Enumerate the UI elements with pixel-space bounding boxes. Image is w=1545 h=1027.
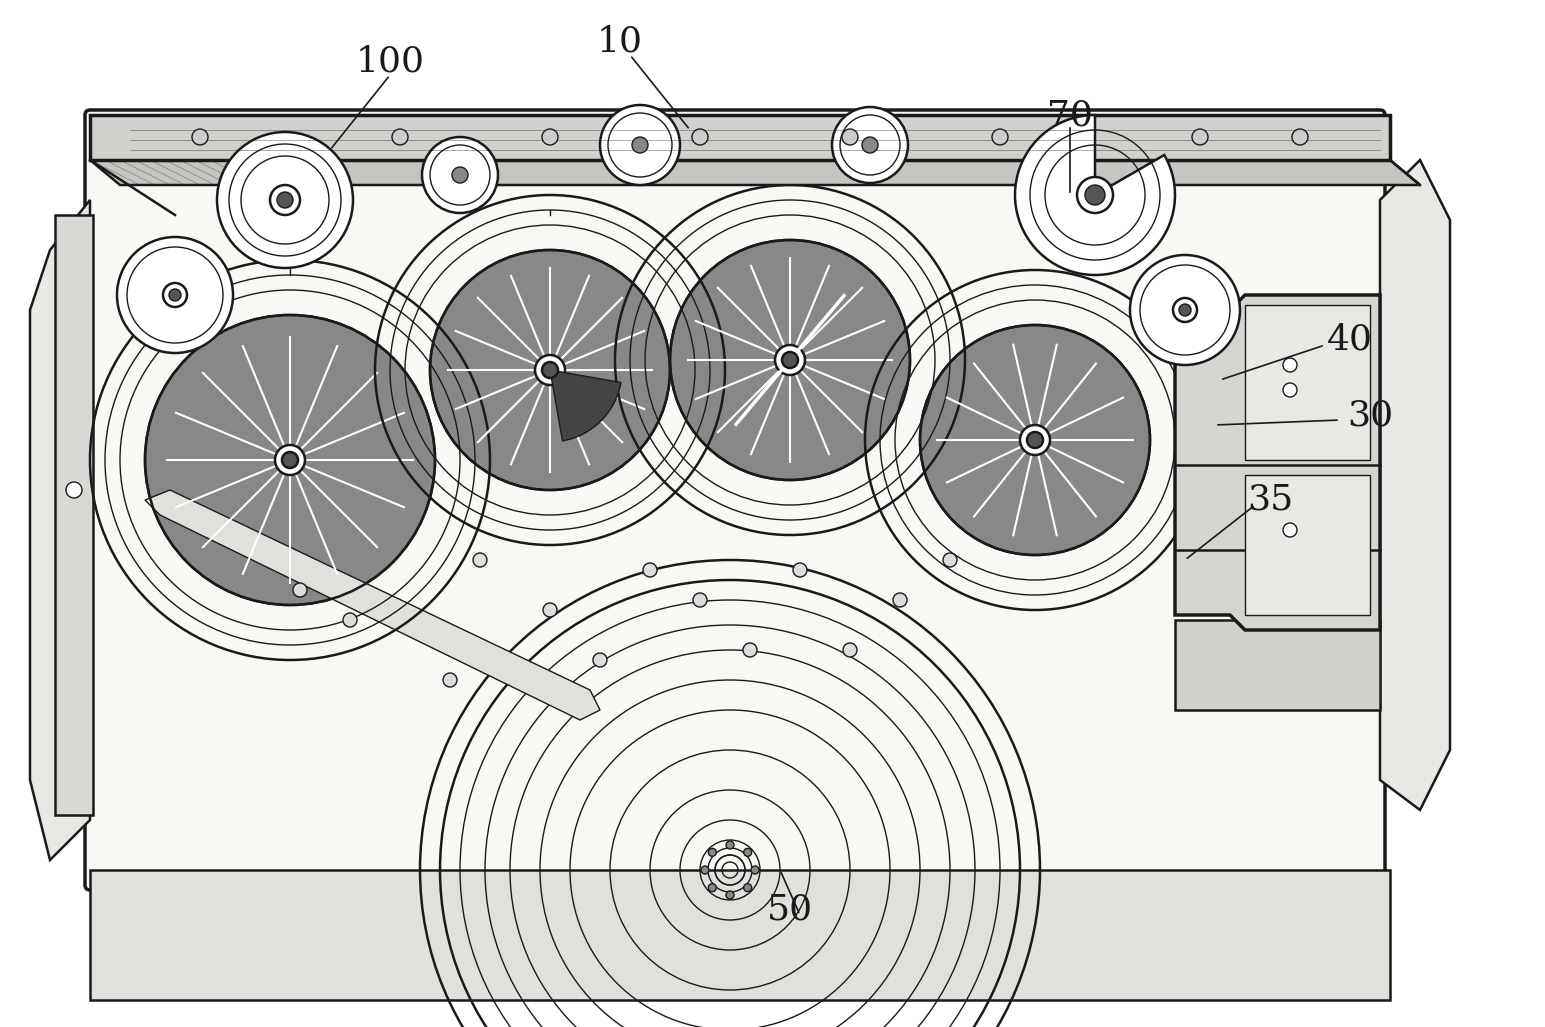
Circle shape	[443, 673, 457, 687]
Wedge shape	[550, 370, 621, 441]
Circle shape	[701, 866, 709, 874]
Text: 35: 35	[1247, 483, 1293, 517]
Polygon shape	[1380, 160, 1451, 810]
Circle shape	[542, 129, 558, 145]
Circle shape	[1193, 129, 1208, 145]
Polygon shape	[29, 200, 90, 860]
Circle shape	[1077, 177, 1112, 213]
Circle shape	[117, 237, 233, 353]
Circle shape	[1020, 425, 1051, 455]
Bar	[90, 870, 1390, 1000]
Circle shape	[1282, 383, 1296, 397]
FancyBboxPatch shape	[85, 110, 1384, 890]
Circle shape	[1085, 185, 1105, 205]
Circle shape	[919, 325, 1149, 555]
Circle shape	[599, 105, 680, 185]
Circle shape	[1282, 358, 1296, 372]
Circle shape	[842, 129, 857, 145]
Circle shape	[726, 841, 734, 849]
Circle shape	[192, 129, 209, 145]
Circle shape	[776, 345, 805, 375]
Circle shape	[694, 593, 708, 607]
Circle shape	[671, 240, 910, 480]
Circle shape	[743, 848, 752, 857]
Polygon shape	[90, 160, 1420, 185]
Circle shape	[632, 137, 647, 153]
Bar	[1245, 476, 1370, 615]
Circle shape	[692, 129, 708, 145]
Text: 40: 40	[1327, 324, 1374, 357]
Circle shape	[942, 553, 956, 567]
Text: 100: 100	[355, 45, 425, 79]
Circle shape	[535, 355, 565, 385]
Circle shape	[294, 583, 307, 597]
Text: 10: 10	[596, 25, 643, 59]
Circle shape	[751, 866, 759, 874]
Bar	[1245, 305, 1370, 460]
Text: 50: 50	[766, 893, 813, 927]
Circle shape	[1179, 304, 1191, 316]
Wedge shape	[1015, 115, 1176, 275]
Circle shape	[1027, 432, 1043, 448]
Bar	[56, 215, 93, 815]
Circle shape	[216, 132, 352, 268]
Circle shape	[593, 653, 607, 667]
Circle shape	[66, 482, 82, 498]
Circle shape	[277, 192, 294, 208]
Circle shape	[422, 137, 497, 213]
Circle shape	[473, 553, 487, 567]
Circle shape	[270, 185, 300, 215]
Circle shape	[453, 167, 468, 183]
Circle shape	[283, 452, 298, 468]
Circle shape	[168, 289, 181, 301]
Circle shape	[275, 445, 304, 476]
Circle shape	[743, 643, 757, 657]
Polygon shape	[1176, 620, 1380, 710]
Circle shape	[164, 283, 187, 307]
Circle shape	[542, 603, 558, 617]
Circle shape	[708, 883, 717, 891]
Circle shape	[708, 848, 717, 857]
Polygon shape	[1176, 295, 1380, 630]
Circle shape	[1282, 523, 1296, 537]
Circle shape	[392, 129, 408, 145]
Circle shape	[992, 129, 1007, 145]
Circle shape	[844, 643, 857, 657]
Circle shape	[1129, 255, 1241, 365]
Polygon shape	[145, 490, 599, 720]
Circle shape	[430, 250, 671, 490]
Circle shape	[1292, 129, 1309, 145]
Circle shape	[793, 563, 806, 577]
Circle shape	[343, 613, 357, 627]
Circle shape	[893, 593, 907, 607]
Circle shape	[643, 563, 657, 577]
Text: 30: 30	[1347, 398, 1394, 432]
Circle shape	[833, 107, 908, 183]
Circle shape	[726, 891, 734, 899]
Circle shape	[1173, 298, 1197, 322]
Bar	[90, 115, 1390, 160]
Circle shape	[743, 883, 752, 891]
Text: 70: 70	[1048, 98, 1092, 132]
Circle shape	[145, 315, 436, 605]
Circle shape	[862, 137, 878, 153]
Circle shape	[782, 352, 799, 368]
Circle shape	[542, 362, 558, 378]
